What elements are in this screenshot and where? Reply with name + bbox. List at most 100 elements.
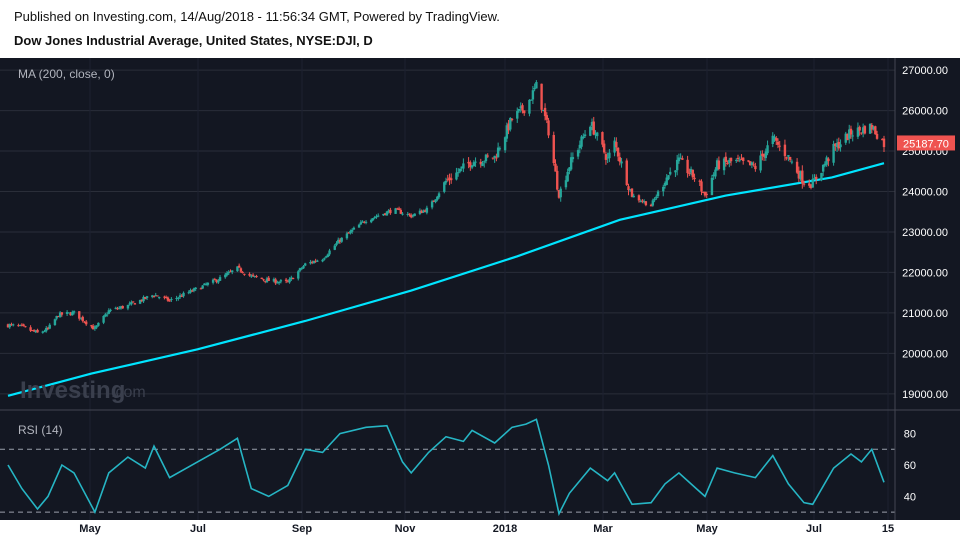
candle[interactable] bbox=[128, 301, 131, 306]
candle[interactable] bbox=[279, 279, 283, 284]
candle[interactable] bbox=[310, 260, 314, 265]
candle[interactable] bbox=[29, 325, 32, 332]
candle[interactable] bbox=[199, 287, 203, 290]
candle[interactable] bbox=[458, 168, 462, 174]
candle[interactable] bbox=[788, 156, 792, 163]
candle[interactable] bbox=[48, 323, 51, 330]
candle[interactable] bbox=[443, 181, 446, 194]
candle[interactable] bbox=[846, 133, 849, 141]
candle[interactable] bbox=[201, 285, 204, 290]
candle[interactable] bbox=[243, 273, 246, 276]
candle[interactable] bbox=[218, 275, 222, 281]
candle[interactable] bbox=[470, 165, 474, 170]
candle[interactable] bbox=[674, 170, 677, 178]
candle[interactable] bbox=[752, 161, 755, 167]
candle[interactable] bbox=[6, 323, 10, 328]
candle[interactable] bbox=[582, 133, 585, 140]
candle[interactable] bbox=[175, 295, 178, 302]
candle[interactable] bbox=[302, 264, 305, 269]
candle[interactable] bbox=[700, 179, 703, 196]
candle[interactable] bbox=[410, 213, 413, 219]
candle[interactable] bbox=[712, 172, 715, 180]
candle[interactable] bbox=[556, 165, 559, 191]
candle[interactable] bbox=[65, 310, 69, 316]
candle[interactable] bbox=[359, 220, 363, 226]
candle[interactable] bbox=[835, 138, 839, 152]
candle[interactable] bbox=[401, 211, 404, 216]
candle[interactable] bbox=[60, 312, 64, 317]
candle[interactable] bbox=[399, 208, 403, 215]
candle[interactable] bbox=[321, 258, 324, 263]
candle[interactable] bbox=[383, 213, 387, 216]
candle[interactable] bbox=[799, 170, 802, 181]
candle[interactable] bbox=[213, 277, 217, 281]
candle[interactable] bbox=[387, 209, 390, 214]
candle[interactable] bbox=[606, 152, 609, 164]
candle[interactable] bbox=[601, 131, 604, 148]
candle[interactable] bbox=[178, 293, 182, 299]
candle[interactable] bbox=[363, 220, 366, 224]
candle[interactable] bbox=[717, 156, 721, 171]
candle[interactable] bbox=[333, 244, 336, 251]
candle[interactable] bbox=[495, 153, 498, 162]
candle[interactable] bbox=[580, 135, 583, 150]
candle[interactable] bbox=[422, 209, 425, 213]
candle[interactable] bbox=[347, 231, 350, 234]
candle[interactable] bbox=[10, 322, 13, 326]
candle[interactable] bbox=[93, 325, 97, 331]
candle[interactable] bbox=[192, 287, 196, 293]
candle[interactable] bbox=[808, 179, 811, 188]
candle[interactable] bbox=[821, 164, 825, 177]
candle[interactable] bbox=[748, 161, 752, 166]
candle[interactable] bbox=[627, 183, 630, 196]
candle[interactable] bbox=[236, 266, 239, 272]
candle[interactable] bbox=[177, 296, 180, 301]
candle[interactable] bbox=[669, 167, 672, 176]
candle[interactable] bbox=[406, 211, 409, 217]
candle[interactable] bbox=[681, 155, 684, 161]
candle[interactable] bbox=[277, 281, 281, 285]
candle[interactable] bbox=[481, 161, 484, 167]
candle[interactable] bbox=[8, 323, 11, 329]
candle[interactable] bbox=[834, 143, 837, 151]
candle[interactable] bbox=[81, 315, 84, 323]
candle[interactable] bbox=[630, 188, 634, 198]
candle[interactable] bbox=[559, 186, 562, 202]
candle[interactable] bbox=[531, 85, 535, 104]
candle[interactable] bbox=[663, 181, 667, 189]
candle[interactable] bbox=[385, 210, 389, 216]
candle[interactable] bbox=[420, 209, 423, 214]
candle[interactable] bbox=[131, 301, 135, 303]
candle[interactable] bbox=[778, 140, 781, 152]
candle[interactable] bbox=[729, 157, 733, 166]
candle[interactable] bbox=[154, 292, 157, 297]
candle[interactable] bbox=[432, 200, 436, 203]
candle[interactable] bbox=[211, 278, 215, 285]
candle[interactable] bbox=[656, 189, 660, 198]
candle[interactable] bbox=[503, 136, 507, 153]
candle[interactable] bbox=[114, 306, 117, 310]
candle[interactable] bbox=[126, 304, 130, 311]
candle[interactable] bbox=[312, 260, 316, 264]
candle[interactable] bbox=[667, 175, 670, 181]
candle[interactable] bbox=[462, 158, 465, 173]
candle[interactable] bbox=[547, 117, 550, 139]
candle[interactable] bbox=[116, 306, 119, 310]
candle[interactable] bbox=[79, 317, 83, 320]
candle[interactable] bbox=[872, 125, 875, 131]
candle[interactable] bbox=[703, 191, 707, 198]
candle[interactable] bbox=[382, 213, 385, 216]
candle[interactable] bbox=[726, 160, 729, 165]
candle[interactable] bbox=[352, 226, 356, 230]
candle[interactable] bbox=[18, 324, 22, 327]
candle[interactable] bbox=[783, 139, 787, 161]
candle[interactable] bbox=[568, 166, 571, 175]
candle[interactable] bbox=[264, 280, 267, 284]
candle[interactable] bbox=[260, 277, 263, 280]
candle[interactable] bbox=[517, 108, 521, 113]
candle[interactable] bbox=[215, 279, 218, 284]
candle[interactable] bbox=[533, 83, 536, 92]
candle[interactable] bbox=[163, 295, 166, 300]
candle[interactable] bbox=[450, 173, 453, 184]
